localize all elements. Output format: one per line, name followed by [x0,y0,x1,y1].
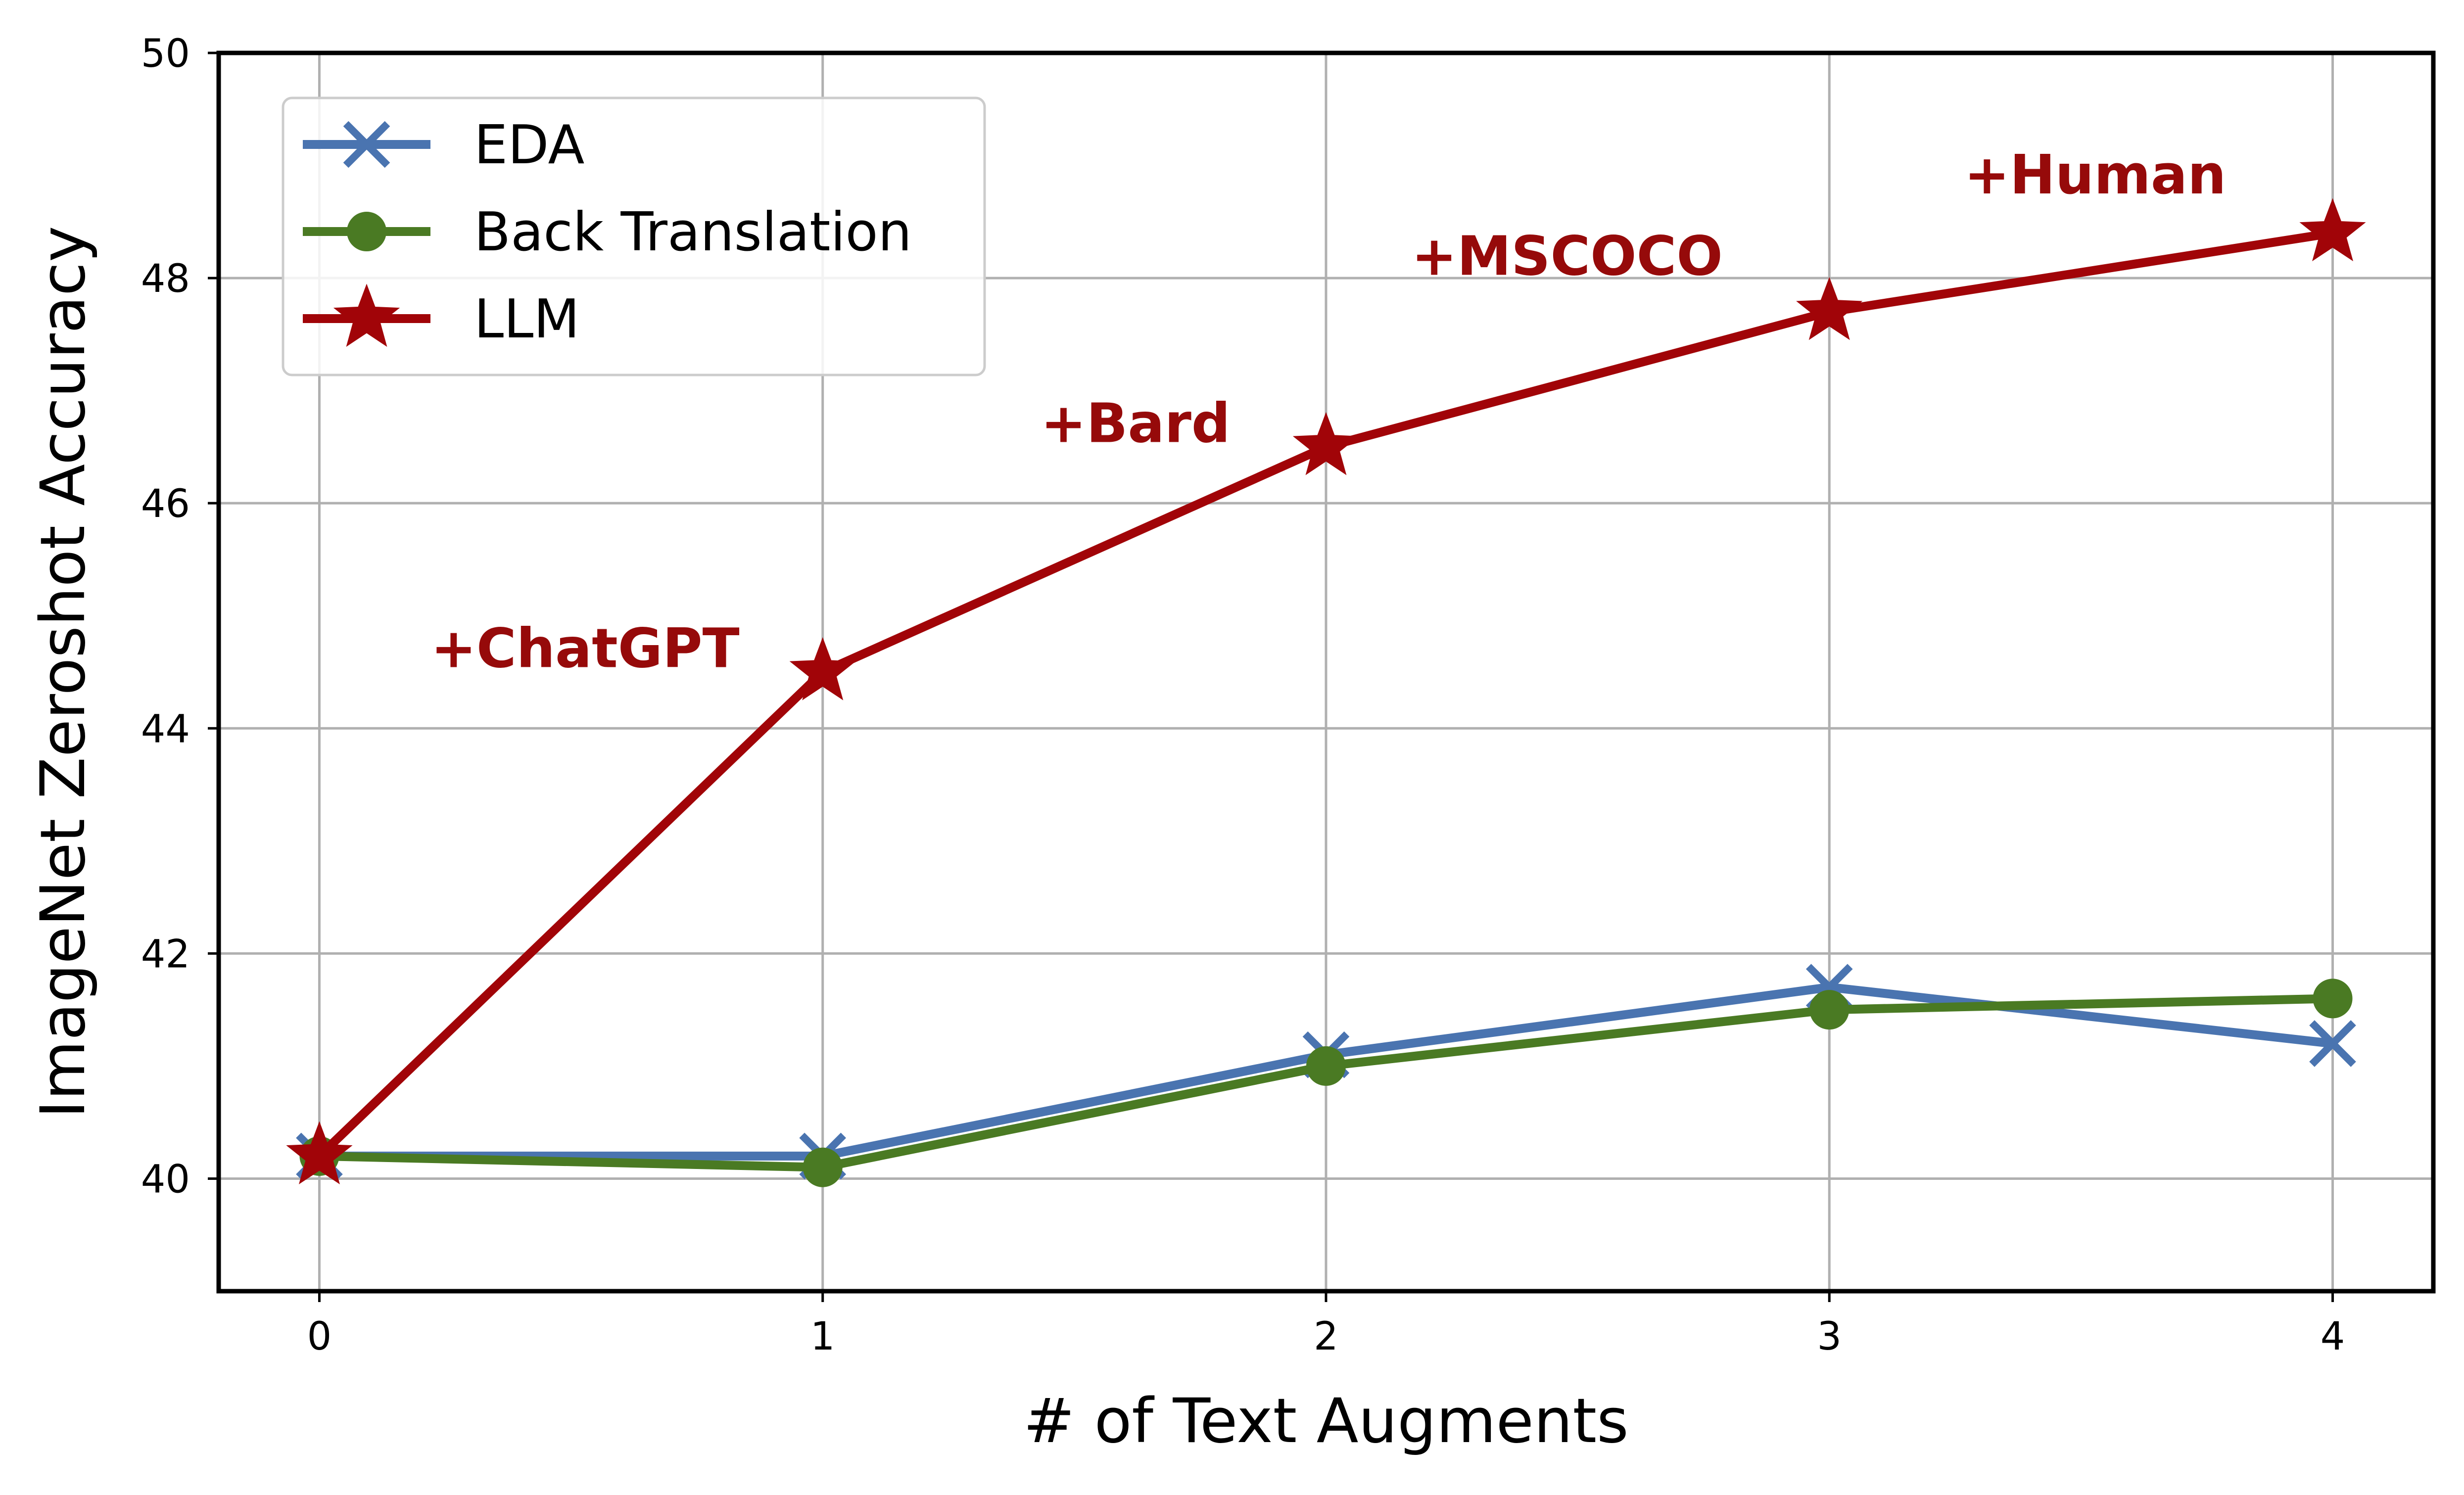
legend-label: EDA [474,114,584,176]
x-tick-label: 3 [1817,1314,1842,1359]
data-point [286,1121,353,1185]
annotation-label: +ChatGPT [431,617,740,680]
annotation-label: +MSCOCO [1412,224,1723,287]
x-marker [343,121,390,168]
ticks: 0 1 2 3 4 40 42 44 46 48 50 [141,32,2345,1359]
x-axis-title: # of Text Augments [1023,1386,1628,1457]
legend: EDA Back Translation LLM [282,96,986,376]
x-marker-stroke [2309,1020,2356,1067]
annotation-label: +Bard [1041,391,1230,455]
data-point [1292,412,1360,475]
x-tick-label: 1 [810,1314,835,1359]
data-point [2309,1020,2356,1067]
star-marker [333,283,400,347]
legend-box [282,96,986,376]
annotations: +ChatGPT +Bard +MSCOCO +Human [431,143,2227,680]
legend-label: Back Translation [474,201,912,263]
series-group [286,198,2366,1187]
legend-item: EDA [303,114,584,176]
circle-marker [347,212,386,251]
y-axis-title: ImageNet Zeroshot Accuracy [28,226,99,1119]
data-point [1306,1046,1346,1086]
legend-item: Back Translation [303,201,912,263]
data-point [789,637,856,701]
y-tick-label: 44 [141,707,190,751]
data-point [803,1147,843,1187]
data-point [2313,979,2353,1019]
legend-label: LLM [474,288,580,350]
y-tick-label: 48 [141,257,190,301]
x-tick-label: 4 [2321,1314,2345,1359]
x-tick-label: 0 [307,1314,332,1359]
y-tick-label: 50 [141,32,190,76]
y-tick-label: 40 [141,1157,190,1202]
data-point [1809,990,1849,1030]
y-tick-label: 46 [141,482,190,526]
x-marker-stroke [343,121,390,168]
annotation-label: +Human [1964,143,2227,206]
data-point [1796,277,1863,340]
data-point [2299,198,2366,262]
series-llm [286,198,2366,1185]
legend-item: LLM [303,283,580,350]
y-tick-label: 42 [141,932,190,977]
x-tick-label: 2 [1314,1314,1338,1359]
